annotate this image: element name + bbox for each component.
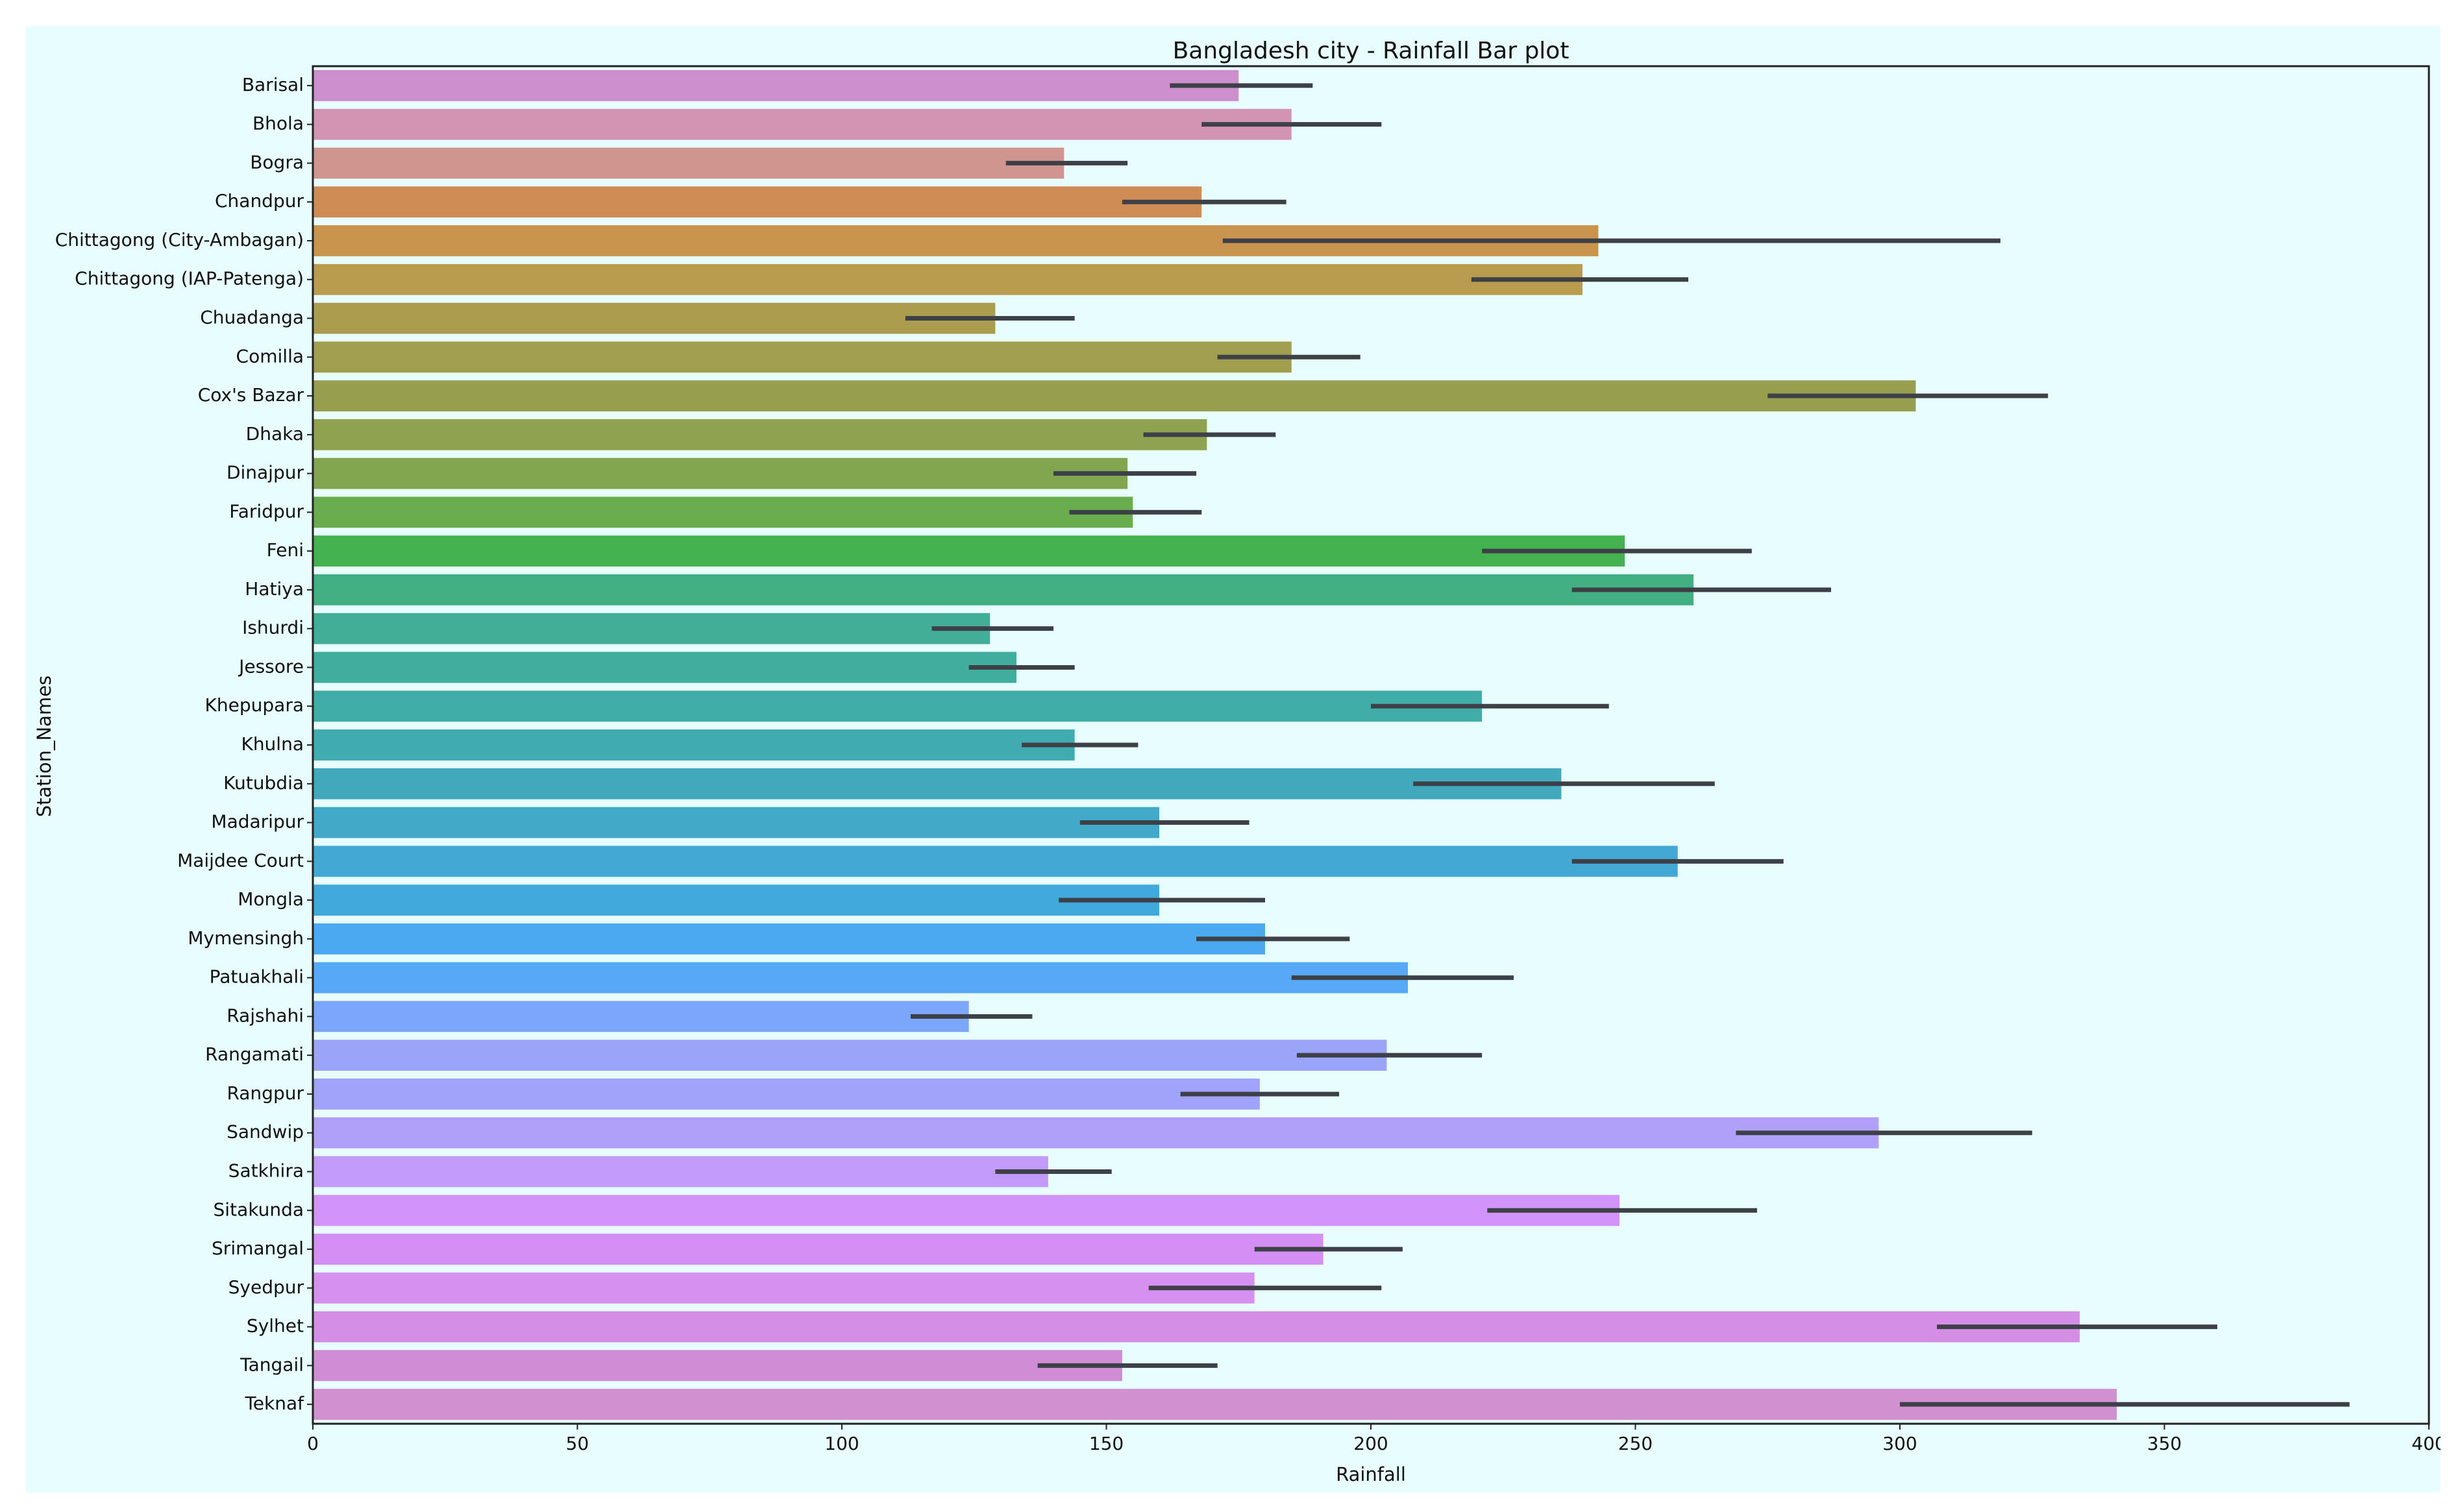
y-tick-label: Chittagong (IAP-Patenga) (75, 268, 304, 289)
y-tick-label: Khulna (241, 733, 304, 755)
bar (313, 1156, 1048, 1188)
bar (313, 768, 1562, 799)
bar (313, 574, 1694, 605)
bar (313, 419, 1207, 450)
y-tick-label: Maijdee Court (177, 849, 304, 871)
error-bars-layer (905, 83, 2350, 1407)
chart-title: Bangladesh city - Rainfall Bar plot (1173, 38, 1570, 64)
y-tick-label: Barisal (242, 74, 304, 95)
bar (313, 923, 1265, 955)
y-tick-label: Mongla (238, 888, 304, 910)
x-tick-label: 50 (566, 1433, 589, 1454)
y-tick-label: Feni (267, 539, 304, 561)
x-axis-title: Rainfall (1336, 1463, 1406, 1485)
bar (313, 652, 1016, 683)
y-tick-label: Srimangal (212, 1238, 304, 1259)
bar (313, 457, 1128, 489)
x-tick-label: 200 (1353, 1433, 1388, 1454)
y-tick-label: Chandpur (215, 190, 304, 212)
bar (313, 380, 1916, 411)
bar (313, 1234, 1323, 1265)
y-tick-label: Jessore (238, 655, 304, 677)
bar (313, 1117, 1879, 1149)
bar (313, 263, 1582, 295)
x-tick-label: 400 (2411, 1433, 2441, 1454)
y-tick-label: Bhola (252, 113, 304, 134)
bar (313, 1272, 1255, 1304)
y-tick-label: Mymensingh (188, 927, 304, 949)
bar (313, 1311, 2080, 1343)
bar (313, 1079, 1260, 1110)
chart-figure: Barisal Bhola Bogra Chandpur Chittagong (Cit… (26, 26, 2441, 1493)
bar (313, 108, 1292, 140)
x-tick-label: 100 (824, 1433, 859, 1454)
bar (313, 496, 1133, 528)
y-tick-label: Madaripur (211, 811, 304, 833)
bar (313, 846, 1678, 877)
bar (313, 147, 1065, 179)
y-tick-label: Bogra (250, 151, 304, 173)
y-tick-label: Khepupara (205, 694, 304, 716)
x-tick-label: 250 (1618, 1433, 1653, 1454)
bar (313, 884, 1159, 916)
bar (313, 962, 1409, 994)
x-tick-label: 0 (307, 1433, 319, 1454)
y-tick-label: Comilla (236, 345, 304, 367)
y-tick-label: Sylhet (247, 1315, 304, 1337)
chart-canvas: Barisal Bhola Bogra Chandpur Chittagong (Cit… (33, 38, 2441, 1485)
y-tick-label: Rangamati (205, 1043, 304, 1065)
y-tick-label: Rajshahi (227, 1005, 304, 1026)
bars-layer (313, 69, 2117, 1421)
y-tick-label: Hatiya (245, 578, 304, 600)
y-tick-label: Satkhira (228, 1160, 304, 1181)
bar (313, 186, 1202, 218)
bar (313, 1350, 1122, 1382)
y-tick-label: Chittagong (City-Ambagan) (55, 229, 304, 250)
bar (313, 302, 996, 334)
bar (313, 690, 1483, 722)
x-tick-label: 300 (1882, 1433, 1917, 1454)
y-tick-label: Dinajpur (227, 462, 304, 483)
y-tick-label: Syedpur (228, 1276, 304, 1298)
bar (313, 1195, 1620, 1226)
bar (313, 535, 1625, 567)
y-tick-label: Tangail (240, 1354, 304, 1375)
y-tick-label: Ishurdi (242, 617, 304, 639)
bar (313, 341, 1292, 373)
bar (313, 69, 1239, 101)
y-tick-label: Sitakunda (214, 1199, 304, 1220)
y-tick-label: Sandwip (227, 1121, 304, 1143)
bar (313, 1389, 2117, 1421)
y-tick-label: Teknaf (244, 1393, 304, 1414)
bar (313, 1040, 1387, 1071)
x-ticks-layer: 0 50 100 150 200 250 300 350 400 (307, 1424, 2441, 1454)
y-tick-label: Cox's Bazar (198, 384, 304, 406)
x-tick-label: 150 (1089, 1433, 1124, 1454)
bar (313, 613, 991, 644)
bar (313, 1001, 969, 1032)
y-tick-label: Kutubdia (223, 772, 304, 794)
x-tick-label: 350 (2147, 1433, 2182, 1454)
y-tick-label: Chuadanga (200, 307, 304, 328)
y-tick-label: Faridpur (229, 500, 304, 522)
y-tick-label: Rangpur (227, 1082, 304, 1104)
y-tick-label: Dhaka (246, 423, 304, 445)
bar (313, 807, 1159, 838)
y-ticks-layer: Barisal Bhola Bogra Chandpur Chittagong (Cit… (55, 74, 313, 1414)
y-tick-label: Patuakhali (210, 966, 304, 988)
y-axis-title: Station_Names (33, 676, 55, 817)
bar (313, 729, 1075, 761)
